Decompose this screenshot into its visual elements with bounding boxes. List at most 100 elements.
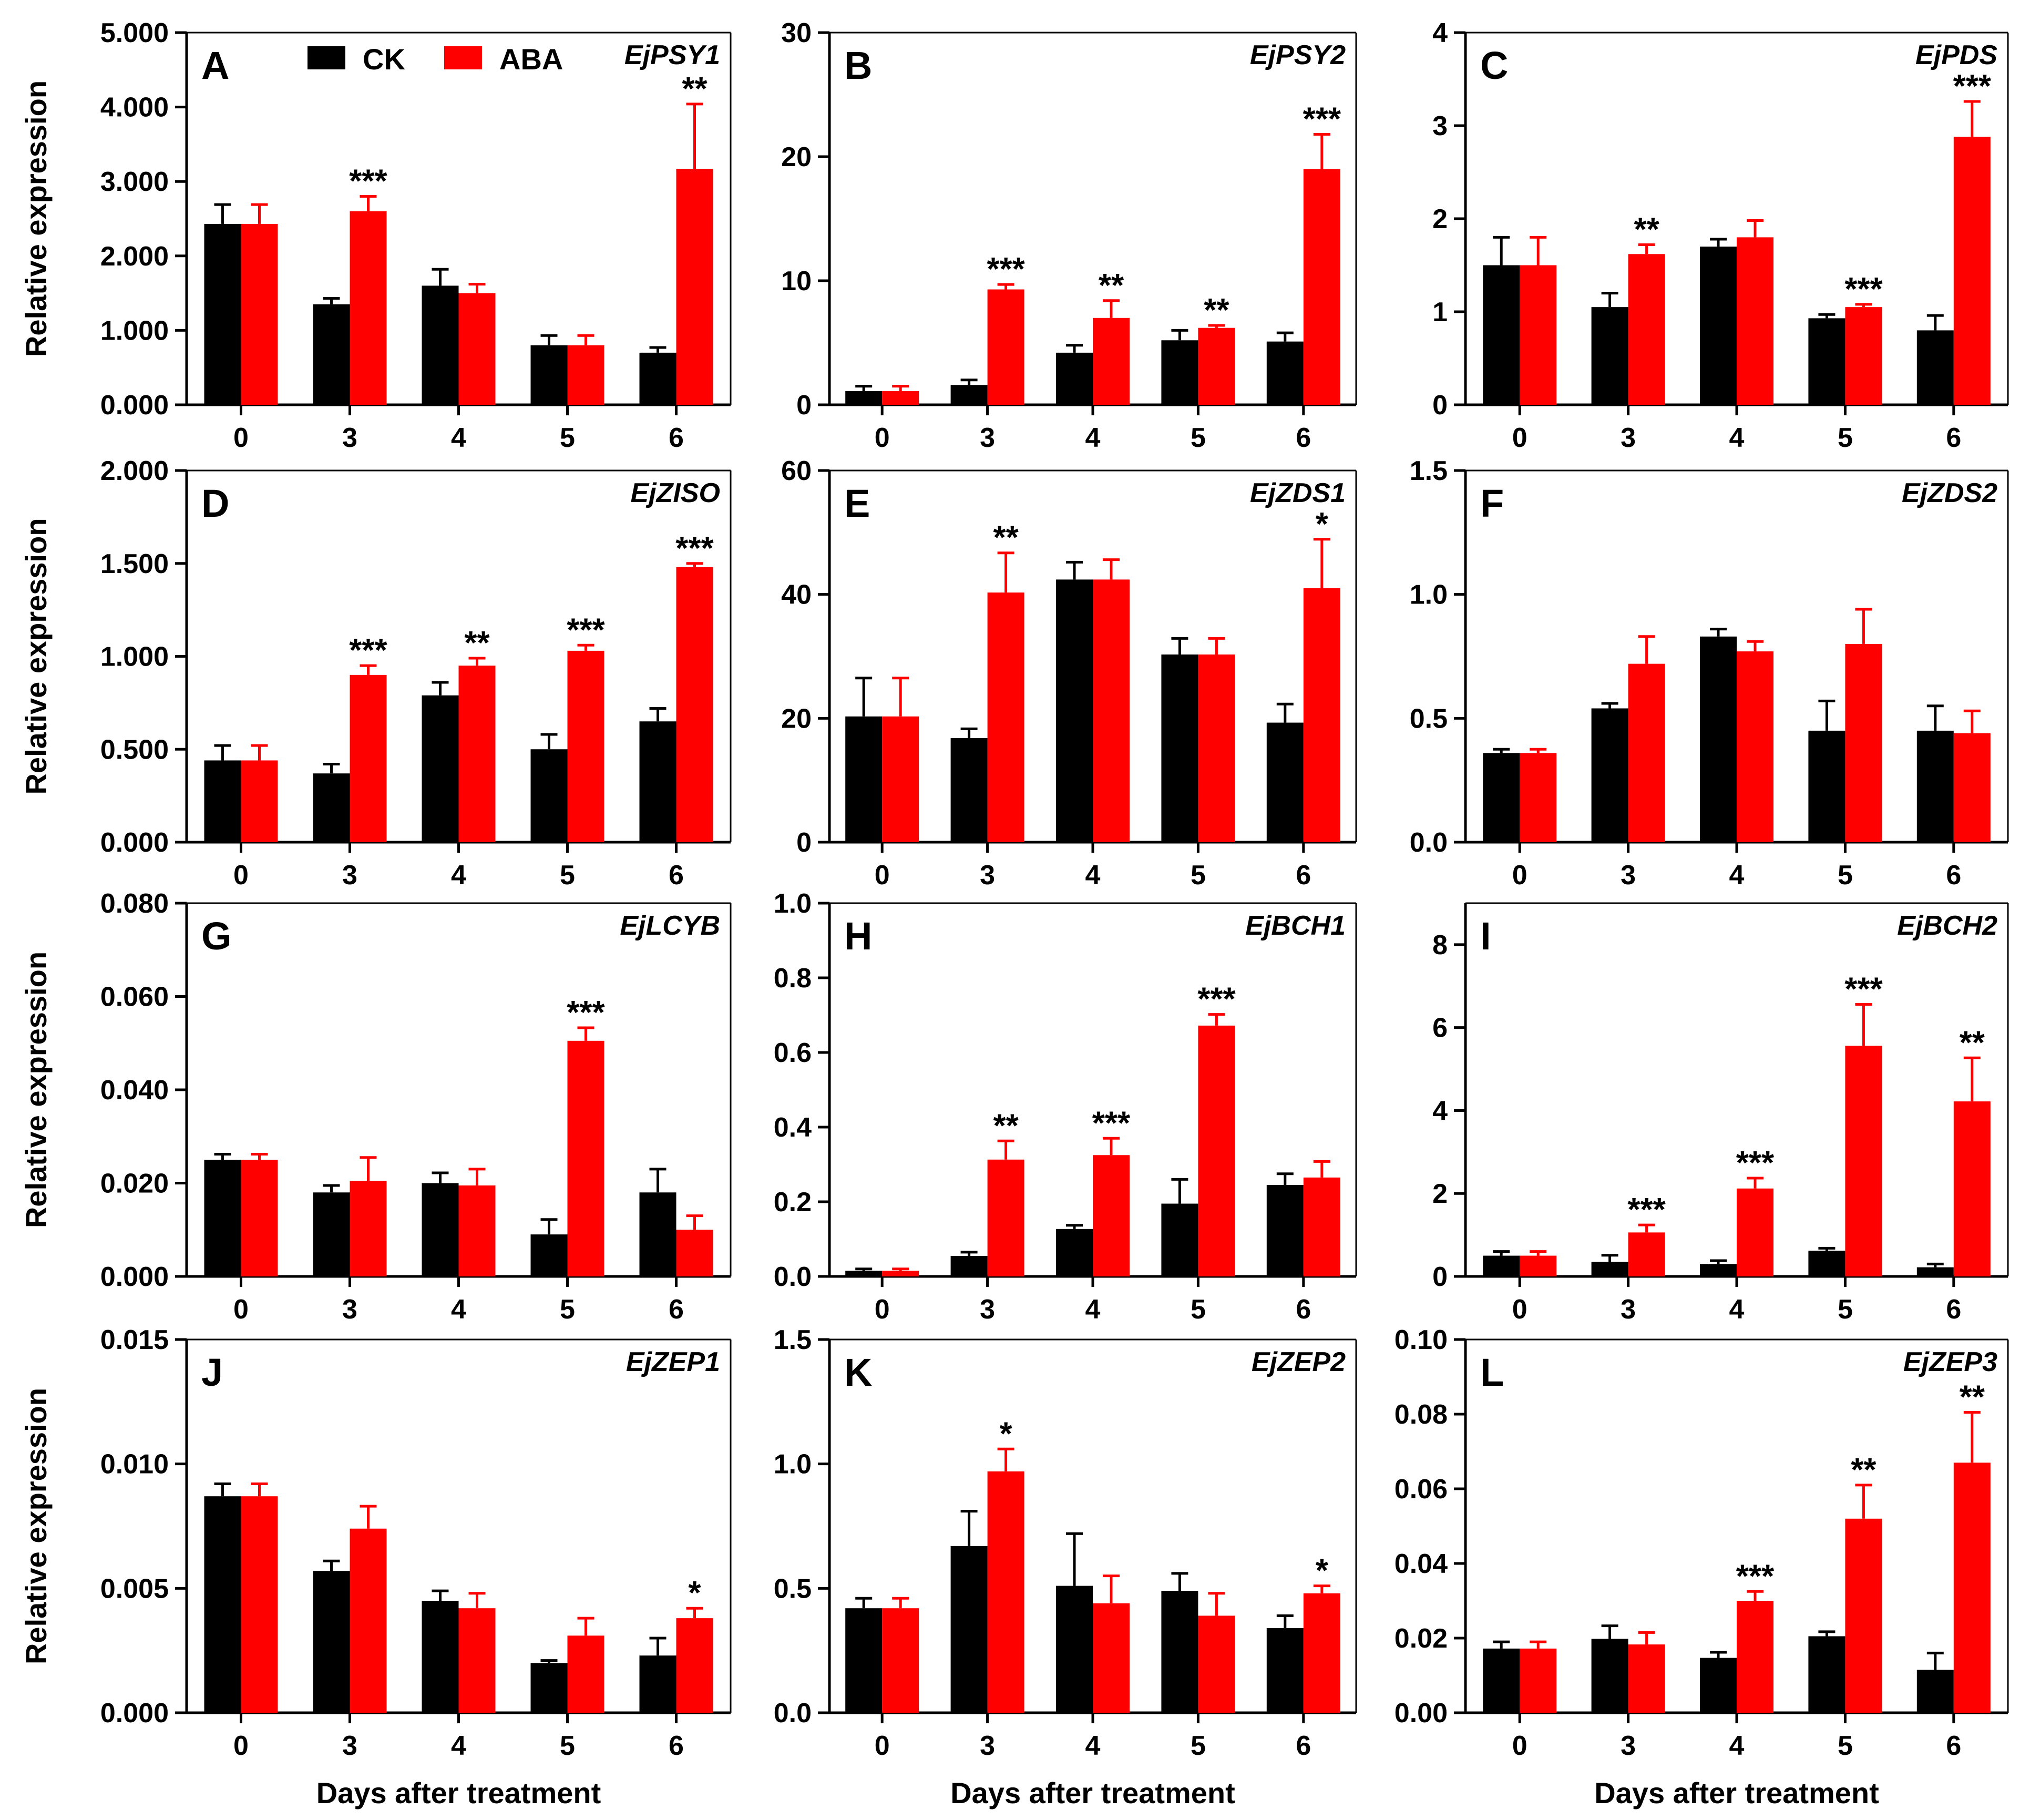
bar-ck-day-6 [639, 1655, 676, 1713]
bar-aba-day-5 [567, 1040, 604, 1276]
x-tick-label: 5 [560, 423, 575, 453]
y-tick-label: 0.040 [100, 1075, 169, 1106]
bar-aba-day-5 [1198, 328, 1235, 405]
significance-marker: *** [1092, 1105, 1131, 1141]
bar-aba-day-3 [350, 1181, 387, 1276]
y-tick-label: 0.04 [1395, 1549, 1448, 1579]
bar-aba-day-4 [1737, 237, 1773, 405]
y-axis-title: Relative expression [19, 518, 53, 794]
y-tick-label: 0.020 [100, 1169, 169, 1199]
y-tick-label: 0.060 [100, 982, 169, 1013]
bar-aba-day-3 [987, 592, 1024, 842]
y-tick-label: 40 [781, 580, 812, 610]
bar-ck-day-3 [950, 1255, 988, 1276]
bar-aba-day-6 [676, 567, 713, 842]
x-tick-label: 4 [1085, 423, 1101, 453]
significance-marker: *** [1303, 101, 1341, 138]
y-tick-label: 4.000 [100, 93, 169, 123]
bar-ck-day-5 [530, 345, 568, 405]
y-tick-label: 1.500 [100, 549, 169, 579]
y-tick-label: 0.02 [1395, 1623, 1448, 1654]
bar-ck-day-0 [845, 391, 883, 405]
bar-ck-day-3 [1591, 1639, 1628, 1713]
legend-swatch-aba [444, 46, 482, 69]
bar-ck-day-6 [1916, 330, 1954, 405]
bar-ck-day-0 [204, 223, 241, 405]
y-tick-label: 8 [1432, 930, 1448, 960]
bar-aba-day-5 [1198, 654, 1235, 842]
x-tick-label: 3 [342, 423, 357, 453]
bar-ck-day-0 [204, 760, 241, 842]
x-tick-label: 4 [1729, 1731, 1745, 1761]
bar-ck-day-6 [1266, 722, 1304, 842]
panel-letter: J [201, 1351, 223, 1394]
x-tick-label: 4 [1085, 1294, 1101, 1325]
x-tick-label: 0 [875, 1294, 890, 1325]
gene-name: EjZISO [631, 478, 720, 508]
x-tick-label: 3 [1621, 860, 1636, 891]
y-tick-label: 0.000 [100, 827, 169, 858]
bar-aba-day-3 [987, 1159, 1024, 1276]
y-tick-label: 4 [1432, 1096, 1448, 1126]
x-tick-label: 0 [875, 860, 890, 891]
panel-j: 0.000 0.005 0.010 0.015 0 3 4 5 6 * J EjZEP1 Relativ… [19, 1325, 732, 1809]
significance-marker: ** [464, 625, 490, 661]
x-tick-label: 6 [1296, 1731, 1311, 1761]
bar-aba-day-0 [241, 760, 278, 842]
x-tick-label: 4 [451, 860, 466, 891]
significance-marker: * [688, 1575, 701, 1611]
y-tick-label: 0 [796, 390, 812, 421]
bar-aba-day-0 [1520, 265, 1557, 405]
x-tick-label: 6 [669, 423, 684, 453]
x-tick-label: 4 [1085, 1731, 1101, 1761]
x-tick-label: 5 [1191, 423, 1206, 453]
panel-b: 0 10 20 30 0 3 *** 4 ** 5 ** 6 *** B EjPSY2 [781, 18, 1357, 453]
y-tick-label: 1.0 [774, 888, 812, 919]
significance-marker: *** [1197, 981, 1236, 1018]
bar-aba-day-6 [676, 1230, 713, 1276]
x-tick-label: 3 [1621, 423, 1636, 453]
bar-ck-day-6 [639, 1192, 676, 1276]
y-tick-label: 2.000 [100, 241, 169, 272]
bar-aba-day-0 [882, 1608, 919, 1713]
panel-g: 0.000 0.020 0.040 0.060 0.080 0 3 4 5 *** 6 G EjLCYB… [19, 888, 732, 1325]
y-tick-label: 0.0 [1410, 827, 1448, 858]
y-tick-label: 0.010 [100, 1449, 169, 1480]
bar-ck-day-4 [1700, 1264, 1737, 1276]
significance-marker: *** [1627, 1192, 1666, 1228]
x-tick-label: 3 [342, 1294, 357, 1325]
significance-marker: ** [1960, 1379, 1985, 1415]
significance-marker: *** [349, 163, 387, 200]
x-tick-label: 5 [560, 860, 575, 891]
bar-aba-day-4 [1737, 651, 1773, 842]
y-tick-label: 60 [781, 456, 812, 486]
bar-ck-day-4 [1056, 1229, 1093, 1276]
bar-ck-day-0 [845, 1271, 883, 1276]
x-tick-label: 5 [560, 1294, 575, 1325]
bar-aba-day-4 [458, 1185, 496, 1276]
x-tick-label: 3 [342, 860, 357, 891]
y-tick-label: 1 [1432, 297, 1448, 328]
panel-f: 0.0 0.5 1.0 1.5 0 3 4 5 6 F EjZDS2 [1410, 456, 2009, 891]
x-tick-label: 0 [875, 1731, 890, 1761]
bar-aba-day-5 [1845, 1046, 1882, 1276]
bar-ck-day-3 [313, 773, 350, 842]
bar-ck-day-5 [1161, 1203, 1198, 1276]
bar-ck-day-5 [530, 749, 568, 842]
gene-name: EjZEP2 [1252, 1347, 1346, 1377]
x-tick-label: 3 [980, 423, 995, 453]
x-tick-label: 6 [1946, 423, 1961, 453]
x-tick-label: 0 [233, 860, 249, 891]
bar-ck-day-6 [1266, 1628, 1304, 1713]
significance-marker: * [1316, 1553, 1329, 1589]
gene-name: EjZEP3 [1903, 1347, 1997, 1377]
bar-aba-day-5 [1198, 1025, 1235, 1276]
bar-aba-day-6 [1953, 1101, 1991, 1276]
significance-marker: *** [1736, 1558, 1775, 1594]
bar-ck-day-3 [1591, 307, 1628, 405]
x-tick-label: 5 [1838, 423, 1853, 453]
panel-letter: E [844, 482, 870, 525]
x-tick-label: 0 [233, 1294, 249, 1325]
x-tick-label: 6 [1946, 1731, 1961, 1761]
bar-aba-day-4 [1093, 1155, 1130, 1276]
